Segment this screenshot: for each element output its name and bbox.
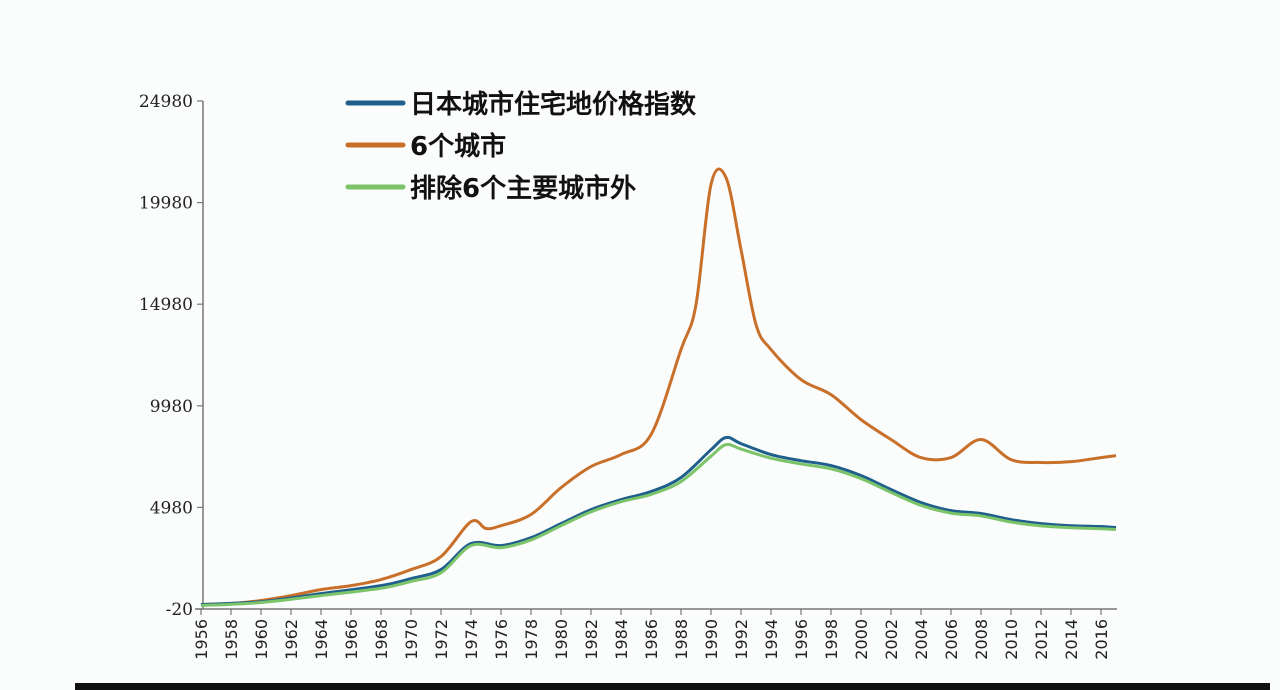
x-tick-label: 1966 xyxy=(342,619,361,660)
x-tick-label: 2010 xyxy=(1002,619,1021,660)
y-tick-label: 4980 xyxy=(150,498,193,518)
x-tick-label: 2000 xyxy=(852,619,871,660)
bottom-bar xyxy=(75,683,1270,690)
x-tick-label: 1996 xyxy=(792,619,811,660)
x-tick-label: 1986 xyxy=(642,619,661,660)
x-tick-label: 1968 xyxy=(372,619,391,660)
x-tick-label: 1962 xyxy=(282,619,301,660)
x-tick-label: 2016 xyxy=(1092,619,1111,660)
series-lines xyxy=(200,167,1117,608)
legend-label-0: 日本城市住宅地价格指数 xyxy=(410,89,697,120)
x-tick-label: 1998 xyxy=(822,619,841,660)
x-tick-label: 1990 xyxy=(702,619,721,660)
x-tick-label: 1970 xyxy=(402,619,421,660)
x-tick-label: 2006 xyxy=(942,619,961,660)
x-tick-label: 1978 xyxy=(522,619,541,660)
y-tick-label: 14980 xyxy=(139,295,193,315)
x-tick-label: 2012 xyxy=(1032,619,1051,660)
x-tick-label: 1984 xyxy=(612,619,631,660)
y-tick-label: -20 xyxy=(166,600,193,620)
x-tick-label: 1994 xyxy=(762,619,781,660)
x-tick-label: 2004 xyxy=(912,619,931,660)
series-line-2 xyxy=(200,442,1117,608)
axes: -20 4980 9980 14980 19980 24980 1956 1958 1960 19… xyxy=(139,92,1117,660)
x-tick-label: 1992 xyxy=(732,619,751,660)
x-tick-label: 2014 xyxy=(1062,619,1081,660)
x-tick-label: 1976 xyxy=(492,619,511,660)
y-tick-label: 19980 xyxy=(139,194,193,214)
legend-label-2: 排除6个主要城市外 xyxy=(410,173,636,204)
x-tick-label: 1956 xyxy=(192,619,211,660)
x-tick-label: 1988 xyxy=(672,619,691,660)
x-tick-label: 1958 xyxy=(222,619,241,660)
series-line-1 xyxy=(200,167,1117,607)
x-tick-label: 1980 xyxy=(552,619,571,660)
x-tick-label: 1964 xyxy=(312,619,331,660)
y-tick-label: 9980 xyxy=(150,397,193,417)
x-tick-label: 1974 xyxy=(462,619,481,660)
legend-label-1: 6个城市 xyxy=(410,131,506,162)
x-tick-label: 2008 xyxy=(972,619,991,660)
x-tick-label: 2002 xyxy=(882,619,901,660)
x-tick-label: 1982 xyxy=(582,619,601,660)
y-tick-label: 24980 xyxy=(139,92,193,112)
x-tick-label: 1960 xyxy=(252,619,271,660)
x-tick-label: 1972 xyxy=(432,619,451,660)
series-line-0 xyxy=(200,435,1117,607)
